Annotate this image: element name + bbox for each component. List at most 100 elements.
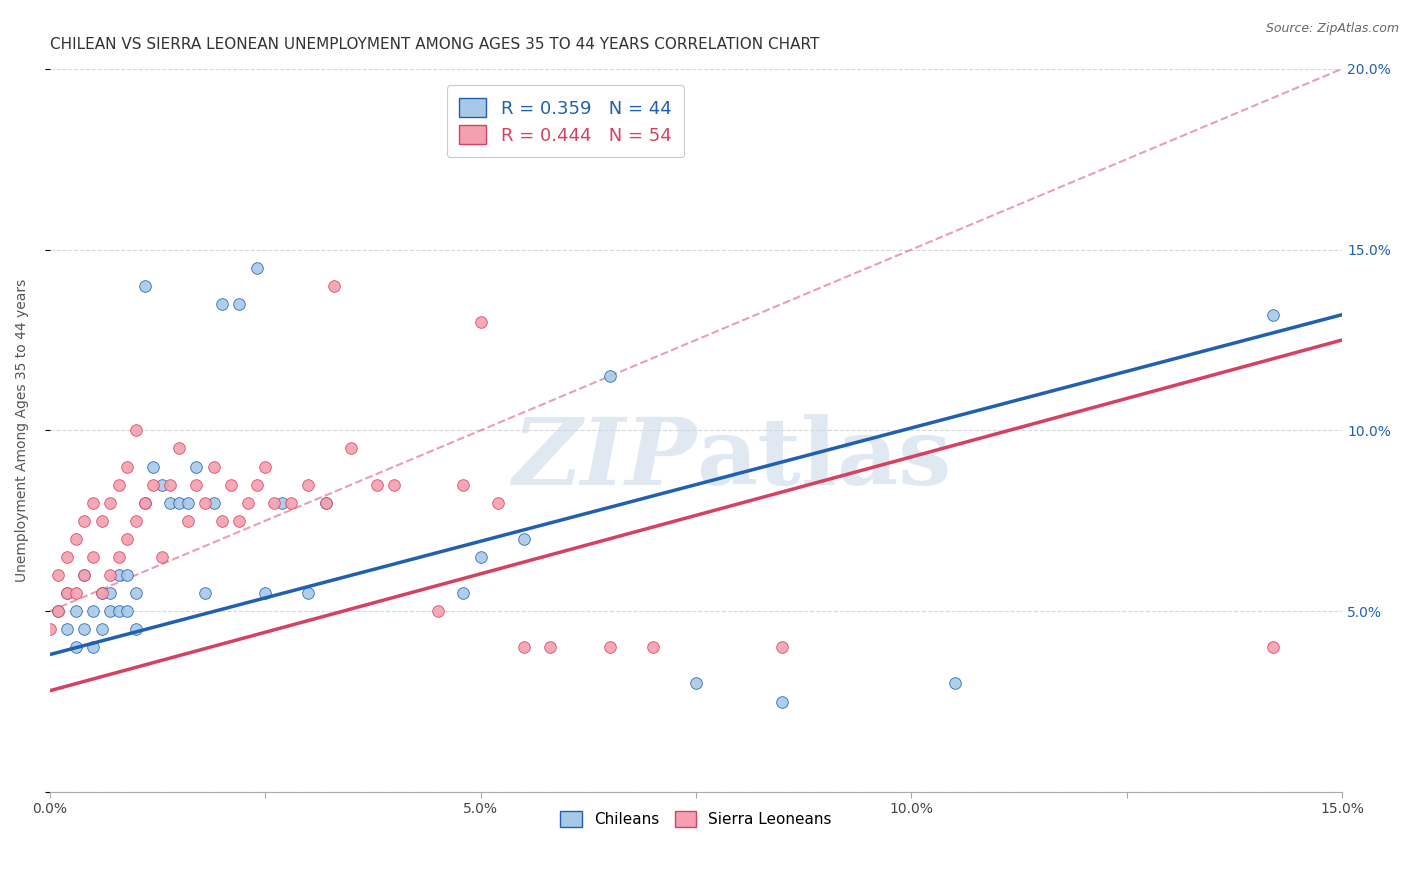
Point [82, 549, 104, 564]
Point [1263, 640, 1285, 655]
Point [90, 514, 112, 528]
Point [194, 496, 217, 510]
Point [90, 586, 112, 600]
Point [38, 622, 60, 636]
Point [194, 586, 217, 600]
Point [426, 604, 449, 618]
Point [315, 496, 337, 510]
Point [315, 496, 337, 510]
Point [65, 532, 87, 546]
Point [384, 477, 406, 491]
Point [599, 369, 621, 384]
Point [125, 514, 148, 528]
Point [254, 459, 277, 474]
Point [246, 477, 269, 491]
Point [211, 514, 233, 528]
Point [186, 477, 208, 491]
Point [512, 640, 534, 655]
Point [202, 496, 225, 510]
Y-axis label: Unemployment Among Ages 35 to 44 years: Unemployment Among Ages 35 to 44 years [15, 278, 30, 582]
Point [56, 586, 79, 600]
Point [254, 586, 277, 600]
Point [323, 278, 346, 293]
Point [453, 477, 475, 491]
Point [470, 315, 492, 329]
Point [65, 640, 87, 655]
Point [366, 477, 388, 491]
Point [228, 297, 250, 311]
Point [56, 586, 79, 600]
Point [117, 568, 139, 582]
Point [65, 604, 87, 618]
Point [236, 496, 259, 510]
Point [159, 496, 181, 510]
Legend: Chileans, Sierra Leoneans: Chileans, Sierra Leoneans [553, 804, 839, 835]
Point [512, 532, 534, 546]
Point [150, 549, 173, 564]
Point [117, 459, 139, 474]
Point [150, 477, 173, 491]
Point [770, 695, 793, 709]
Point [134, 496, 156, 510]
Point [107, 604, 129, 618]
Point [186, 459, 208, 474]
Point [470, 549, 492, 564]
Point [599, 640, 621, 655]
Point [117, 604, 139, 618]
Point [770, 640, 793, 655]
Point [219, 477, 242, 491]
Point [90, 622, 112, 636]
Point [685, 676, 707, 690]
Point [98, 586, 121, 600]
Point [107, 477, 129, 491]
Point [117, 532, 139, 546]
Point [82, 496, 104, 510]
Point [125, 586, 148, 600]
Point [159, 477, 181, 491]
Point [98, 604, 121, 618]
Point [48, 604, 70, 618]
Point [453, 586, 475, 600]
Text: atlas: atlas [696, 414, 952, 504]
Point [1263, 308, 1285, 322]
Point [142, 477, 165, 491]
Point [98, 496, 121, 510]
Point [246, 260, 269, 275]
Text: CHILEAN VS SIERRA LEONEAN UNEMPLOYMENT AMONG AGES 35 TO 44 YEARS CORRELATION CHA: CHILEAN VS SIERRA LEONEAN UNEMPLOYMENT A… [49, 37, 820, 53]
Point [48, 604, 70, 618]
Point [263, 496, 285, 510]
Point [73, 568, 96, 582]
Point [134, 278, 156, 293]
Point [211, 297, 233, 311]
Point [271, 496, 294, 510]
Point [297, 477, 319, 491]
Point [98, 568, 121, 582]
Point [82, 604, 104, 618]
Point [538, 640, 561, 655]
Point [56, 549, 79, 564]
Point [73, 622, 96, 636]
Point [280, 496, 302, 510]
Point [297, 586, 319, 600]
Point [82, 640, 104, 655]
Text: ZIP: ZIP [512, 414, 696, 504]
Text: Source: ZipAtlas.com: Source: ZipAtlas.com [1265, 22, 1399, 36]
Point [48, 568, 70, 582]
Point [641, 640, 664, 655]
Point [228, 514, 250, 528]
Point [142, 459, 165, 474]
Point [65, 586, 87, 600]
Point [167, 442, 190, 456]
Point [107, 549, 129, 564]
Point [943, 676, 966, 690]
Point [202, 459, 225, 474]
Point [107, 568, 129, 582]
Point [340, 442, 363, 456]
Point [56, 622, 79, 636]
Point [176, 514, 198, 528]
Point [167, 496, 190, 510]
Point [125, 423, 148, 437]
Point [486, 496, 509, 510]
Point [73, 514, 96, 528]
Point [90, 586, 112, 600]
